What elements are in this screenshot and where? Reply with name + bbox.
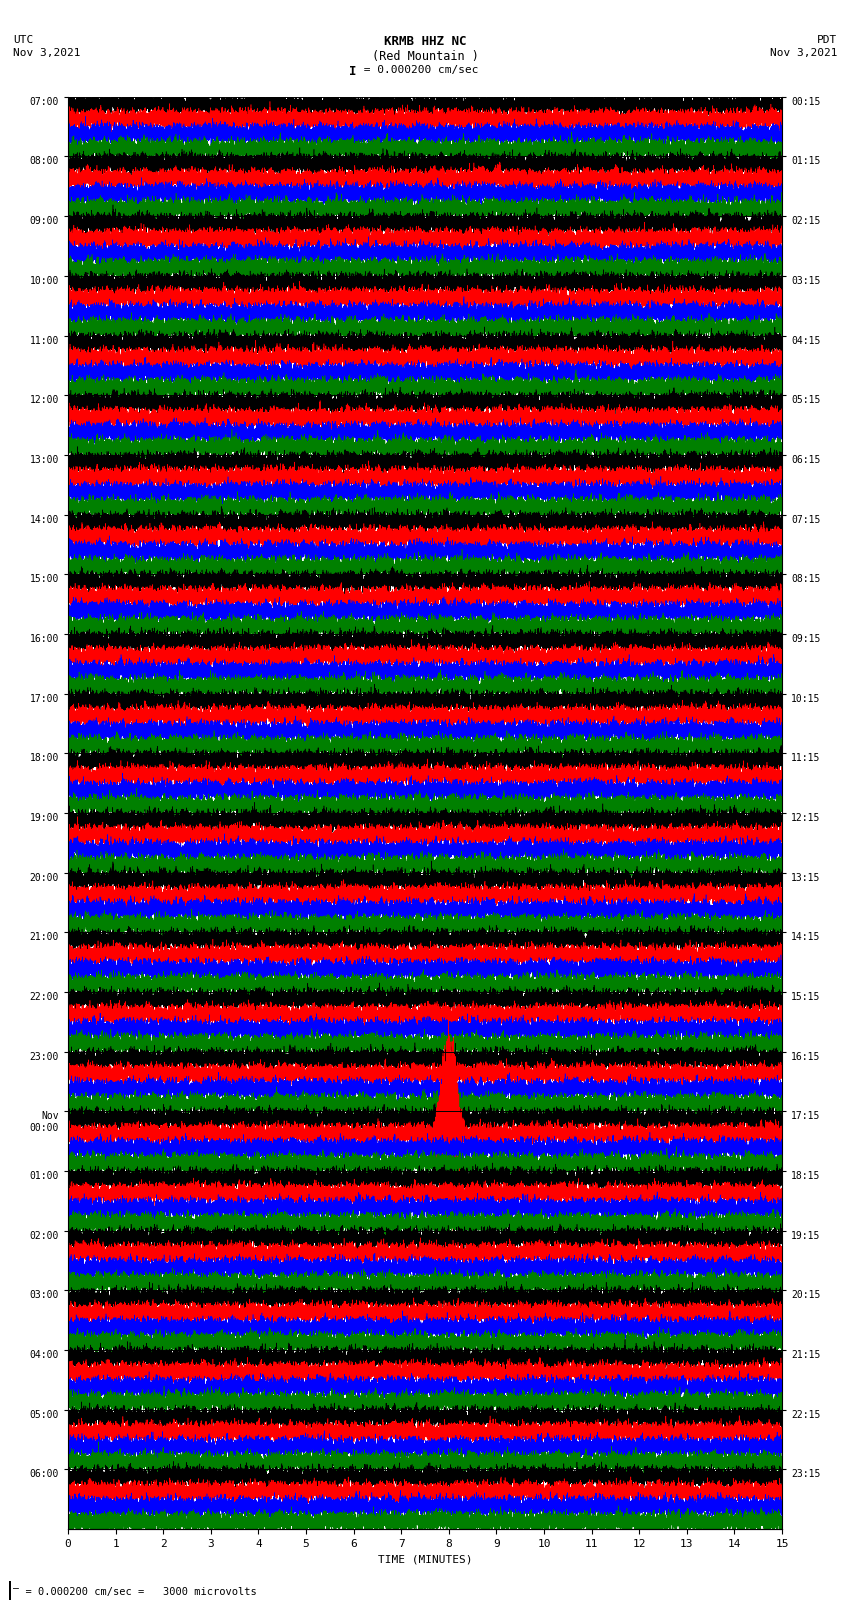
Text: PDT: PDT <box>817 35 837 45</box>
Text: UTC: UTC <box>13 35 33 45</box>
Text: (Red Mountain ): (Red Mountain ) <box>371 50 479 63</box>
X-axis label: TIME (MINUTES): TIME (MINUTES) <box>377 1555 473 1565</box>
Text: = 0.000200 cm/sec: = 0.000200 cm/sec <box>357 65 479 74</box>
Text: = 0.000200 cm/sec =   3000 microvolts: = 0.000200 cm/sec = 3000 microvolts <box>13 1587 257 1597</box>
Text: KRMB HHZ NC: KRMB HHZ NC <box>383 35 467 48</box>
Text: I: I <box>349 65 356 77</box>
Text: Nov 3,2021: Nov 3,2021 <box>770 48 837 58</box>
Text: _: _ <box>13 1579 19 1589</box>
Text: Nov 3,2021: Nov 3,2021 <box>13 48 80 58</box>
